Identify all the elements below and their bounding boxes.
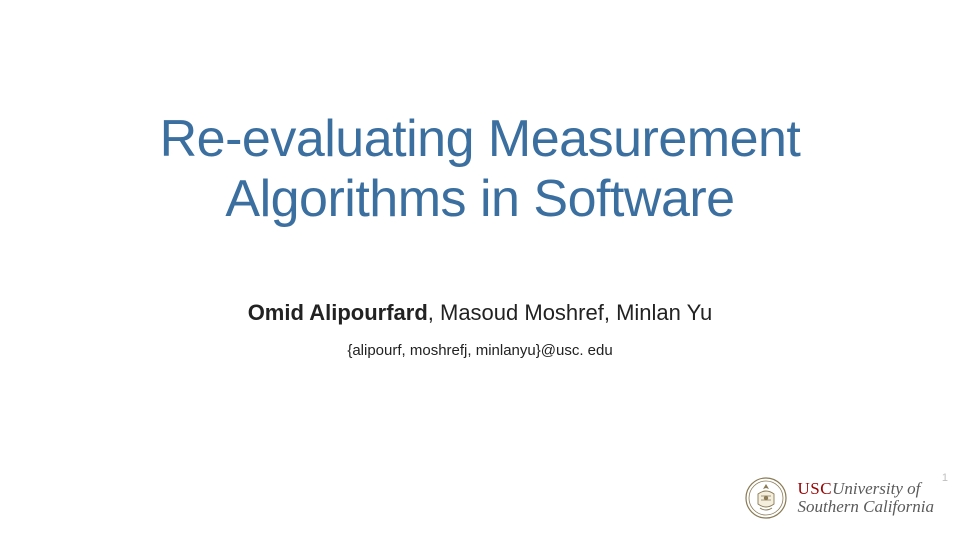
title-line-1: Re-evaluating Measurement (160, 110, 801, 168)
slide-number: 1 (942, 472, 948, 484)
usc-abbrev: USC (798, 479, 833, 498)
usc-line-2: Southern California (798, 498, 934, 516)
usc-seal-icon (744, 476, 788, 520)
lead-author: Omid Alipourfard (248, 300, 428, 325)
slide-root: Re-evaluating Measurement Algorithms in … (0, 0, 960, 540)
usc-wordmark: USCUniversity of Southern California (798, 480, 934, 516)
author-emails: {alipourf, moshrefj, minlanyu}@usc. edu (0, 342, 960, 359)
authors-line: Omid Alipourfard, Masoud Moshref, Minlan… (0, 300, 960, 326)
title-line-2: Algorithms in Software (225, 170, 734, 228)
usc-line-1: USCUniversity of (798, 480, 934, 498)
slide-title: Re-evaluating Measurement Algorithms in … (0, 110, 960, 230)
usc-line1-rest: University of (832, 479, 920, 498)
other-authors: , Masoud Moshref, Minlan Yu (428, 300, 713, 325)
usc-logo: USCUniversity of Southern California (744, 476, 934, 520)
